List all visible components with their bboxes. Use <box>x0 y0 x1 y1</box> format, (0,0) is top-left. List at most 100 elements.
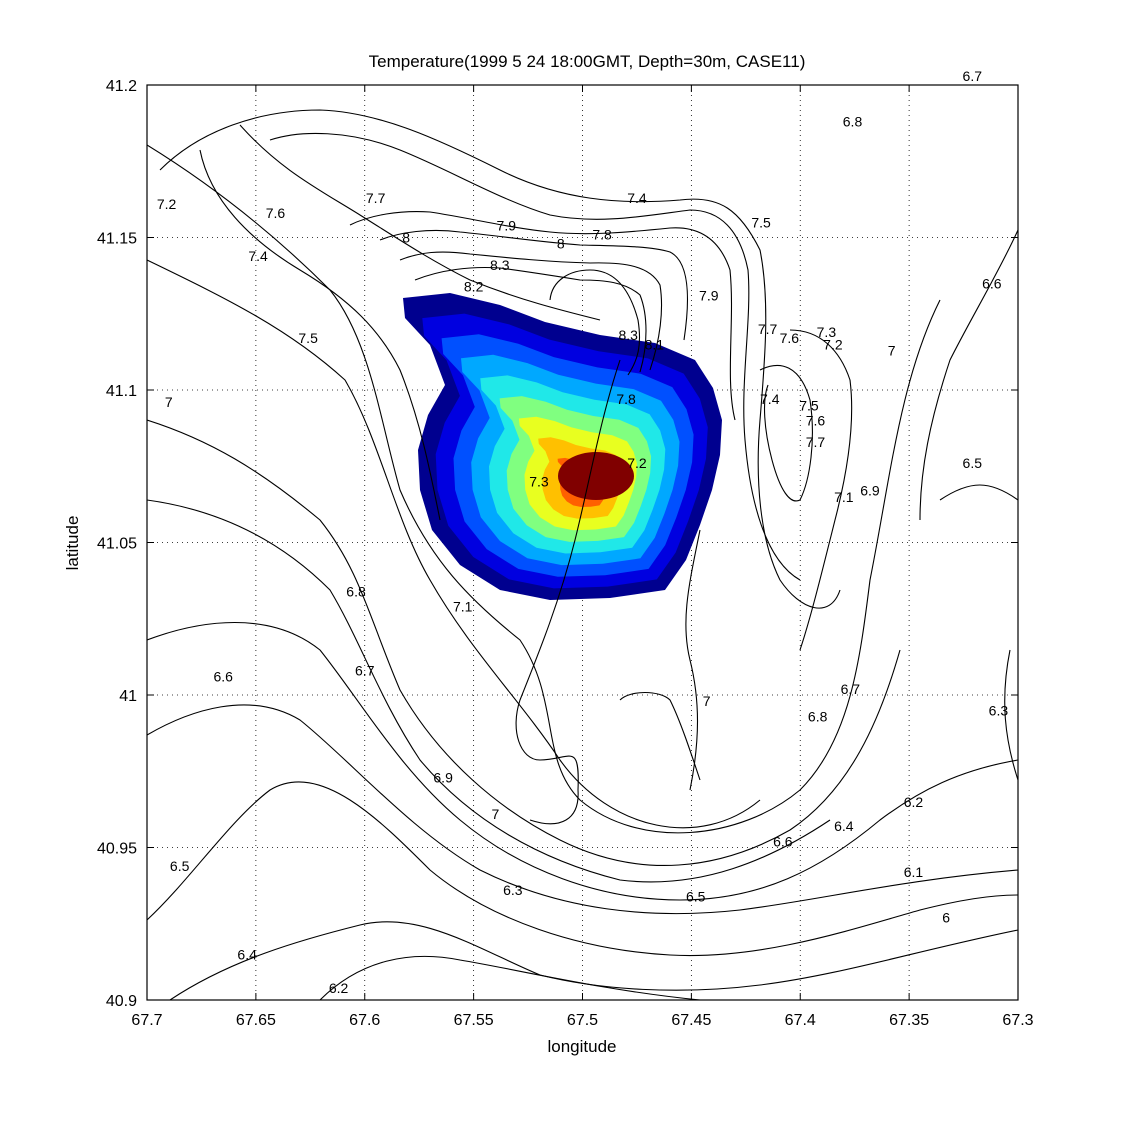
contour-label: 7.8 <box>592 226 612 242</box>
contour-label: 6.5 <box>686 888 706 904</box>
contour-label: 6.1 <box>904 864 924 880</box>
contour-label: 7.7 <box>806 434 826 450</box>
contour-label: 8.3 <box>618 327 638 343</box>
chart-title: Temperature(1999 5 24 18:00GMT, Depth=30… <box>369 52 806 71</box>
contour-label: 8.1 <box>645 336 665 352</box>
x-axis-label: longitude <box>547 1037 616 1056</box>
y-tick-label: 41.05 <box>97 536 137 553</box>
contour-label: 7.6 <box>780 330 800 346</box>
contour-label: 7.3 <box>817 324 837 340</box>
contour-label: 7.5 <box>298 330 318 346</box>
contour-line <box>759 365 813 502</box>
contour-label: 7.9 <box>497 217 517 233</box>
contour-label: 7 <box>492 806 500 822</box>
contour-label: 7.2 <box>627 455 647 471</box>
contour-label: 7.8 <box>616 391 636 407</box>
x-tick-label: 67.55 <box>454 1012 494 1029</box>
contour-line <box>619 691 701 781</box>
contour-label: 7.1 <box>453 599 473 615</box>
contour-label: 7 <box>703 693 711 709</box>
y-tick-label: 41.2 <box>106 78 137 95</box>
contour-line <box>414 266 647 373</box>
axis-ticks: 67.7 67.65 67.6 67.55 67.5 67.45 67.4 67.35 6 7.3… <box>97 78 1034 1029</box>
contour-line <box>319 955 701 1000</box>
contour-line <box>515 359 621 825</box>
contour-label: 6 <box>942 910 950 926</box>
contour-line <box>147 621 1018 901</box>
contour-line <box>147 144 941 834</box>
contour-label: 6.7 <box>355 663 375 679</box>
contour-label: 7.4 <box>760 391 780 407</box>
x-tick-label: 67.5 <box>567 1012 598 1029</box>
contour-label: 8 <box>557 236 565 252</box>
contour-label: 6.4 <box>237 946 257 962</box>
contour-label: 6.9 <box>433 769 453 785</box>
contour-line <box>199 149 441 521</box>
contour-label: 8.2 <box>464 278 484 294</box>
contour-label: 6.5 <box>963 455 983 471</box>
contour-label: 6.8 <box>346 583 366 599</box>
contour-label: 8 <box>402 230 410 246</box>
contour-label: 7.3 <box>529 474 549 490</box>
contour-label: 8.3 <box>490 257 510 273</box>
contour-line <box>399 251 663 371</box>
x-tick-label: 67.7 <box>131 1012 162 1029</box>
contour-line <box>685 529 701 791</box>
x-tick-label: 67.65 <box>236 1012 276 1029</box>
filled-temperature-anomaly <box>403 293 722 600</box>
contour-label: 6.8 <box>808 708 828 724</box>
x-tick-label: 67.6 <box>349 1012 380 1029</box>
contour-label: 6.9 <box>860 483 880 499</box>
contour-line <box>789 329 853 651</box>
contour-label: 7.2 <box>157 196 177 212</box>
y-tick-label: 40.9 <box>106 993 137 1010</box>
filled-core <box>558 452 634 500</box>
contour-label: 6.6 <box>213 669 233 685</box>
contour-lines <box>147 109 1018 1000</box>
contour-label: 6.4 <box>834 818 854 834</box>
contour-label: 7.9 <box>699 287 719 303</box>
contour-line <box>147 499 831 883</box>
contour-label: 6.7 <box>963 68 983 84</box>
y-tick-label: 41.15 <box>97 231 137 248</box>
contour-line <box>1004 649 1018 781</box>
x-tick-label: 67.4 <box>785 1012 816 1029</box>
contour-label: 7.6 <box>266 205 286 221</box>
contour-label: 6.3 <box>503 882 523 898</box>
contour-line <box>939 484 1018 501</box>
y-axis-label: latitude <box>63 516 82 571</box>
contour-line <box>349 211 736 421</box>
contour-label: 6.6 <box>982 275 1002 291</box>
contour-label: 6.2 <box>904 794 924 810</box>
contour-label: 7.7 <box>366 190 386 206</box>
y-tick-label: 41 <box>119 688 137 705</box>
contour-label: 7.5 <box>751 214 771 230</box>
contour-line <box>147 781 1018 957</box>
contour-line <box>919 229 1018 521</box>
contour-line <box>147 419 901 867</box>
contour-label: 6.3 <box>989 702 1009 718</box>
contour-label: 6.6 <box>773 833 793 849</box>
contour-line <box>239 124 601 321</box>
contour-line <box>379 229 689 341</box>
contour-label: 6.8 <box>843 114 863 130</box>
contour-labels: 7.27.67.77.487.987.87.47.58.38.27.97.77.… <box>157 68 1008 996</box>
contour-line <box>549 269 641 376</box>
contour-label: 7.4 <box>248 248 268 264</box>
contour-label: 7.2 <box>823 336 843 352</box>
contour-line <box>269 132 801 581</box>
contour-label: 7 <box>165 394 173 410</box>
contour-line <box>147 259 761 829</box>
contour-label: 7.7 <box>758 321 778 337</box>
contour-label: 7.5 <box>799 397 819 413</box>
x-tick-label: 67.45 <box>671 1012 711 1029</box>
y-tick-label: 40.95 <box>97 841 137 858</box>
contour-line <box>147 704 1018 915</box>
contour-label: 6.5 <box>170 858 190 874</box>
y-tick-label: 41.1 <box>106 383 137 400</box>
x-tick-label: 67.35 <box>889 1012 929 1029</box>
contour-label: 6.7 <box>841 681 861 697</box>
contour-label: 7 <box>888 342 896 358</box>
contour-label: 7.4 <box>627 190 647 206</box>
